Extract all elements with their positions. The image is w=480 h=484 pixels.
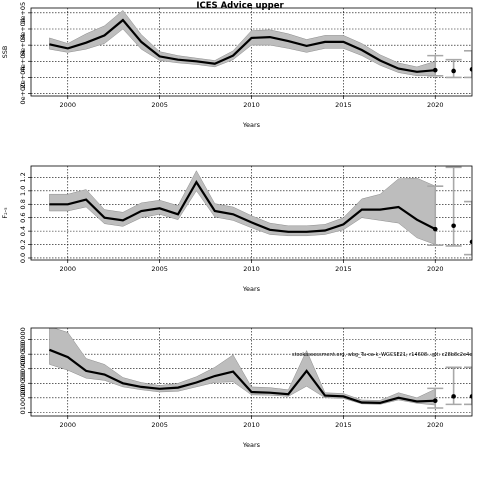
panel-2-ytick-label-0: 0 <box>19 410 27 414</box>
panel-0-xtick-label-2020: 2020 <box>427 101 444 109</box>
panel-0-xtick-label-2000: 2000 <box>59 101 76 109</box>
panel-2-forecast-point-1 <box>451 394 456 399</box>
panel-1-xlabel: Years <box>242 285 261 293</box>
panel-0-xtick-label-2010: 2010 <box>243 101 260 109</box>
panel-2-estimate-line <box>48 348 436 405</box>
panel-2-xtick-label-2020: 2020 <box>427 421 444 429</box>
panel-0-ytick-label-1: 2e+04 <box>19 66 27 88</box>
panel-2-annotation: stockassessment.org, wbg_Tu-ca-k_WGCSE21… <box>292 352 472 358</box>
panel-1-xtick-label-2020: 2020 <box>427 265 444 273</box>
panel-1-xtick-label-2000: 2000 <box>59 265 76 273</box>
panel-0-ytick-label-2: 4e+04 <box>19 50 27 72</box>
panel-1-xtick-label-2005: 2005 <box>151 265 168 273</box>
panel-1-ytick-label-6: 1.2 <box>19 172 27 182</box>
panel-2-ytick-label-4: 400000 <box>19 342 27 367</box>
panel-0-ytick-label-3: 6e+04 <box>19 34 27 56</box>
panel-2-ytick-label-1: 100000 <box>19 385 27 410</box>
panel-2-forecast-point-2 <box>469 394 472 399</box>
panel-1-confidence-band <box>49 170 436 245</box>
panel-1-ytick-label-4: 0.8 <box>19 199 27 209</box>
panel-0-confidence-band <box>49 10 436 76</box>
panel-2-xtick-label-2005: 2005 <box>151 421 168 429</box>
panel-2-xtick-label-2010: 2010 <box>243 421 260 429</box>
panel-1-ytick-label-1: 0.2 <box>19 239 27 249</box>
panel-0-xtick-label-2005: 2005 <box>151 101 168 109</box>
panel-2-confidence-band <box>49 328 436 406</box>
panel-1-ytick-label-0: 0.0 <box>19 253 27 263</box>
panel-0-ytick-label-4: 8e+04 <box>19 18 27 40</box>
panel-2-ytick-label-3: 300000 <box>19 356 27 381</box>
panel-0-ytick-label-5: 1e+05 <box>19 2 27 24</box>
panel-1-xtick-label-2015: 2015 <box>335 265 352 273</box>
panel-1-plot-area <box>31 166 472 260</box>
panel-2-xlabel: Years <box>242 441 261 449</box>
panel-0-ytick-label-0: 0e+00 <box>19 83 27 105</box>
chart-title: ICES Advice upper <box>196 1 284 11</box>
panel-2-forecast-point-0 <box>432 398 438 404</box>
panel-2-ytick-label-5: 500000 <box>19 327 27 352</box>
panel-2-plot-area: stockassessment.org, wbg_Tu-ca-k_WGCSE21… <box>31 328 472 416</box>
panel-0-forecast-point-2 <box>469 67 472 72</box>
panel-1-ytick-label-2: 0.4 <box>19 226 27 236</box>
panel-0-xtick-label-2015: 2015 <box>335 101 352 109</box>
panel-0-ylabel: SSB <box>1 46 9 59</box>
panel-1-ylabel: F₂-₅ <box>1 207 9 219</box>
panel-1-estimate-line <box>49 179 436 233</box>
panel-1-forecast-point-1 <box>451 223 456 229</box>
panel-1-forecast-point-2 <box>469 239 472 245</box>
panel-2-xtick-label-2015: 2015 <box>335 421 352 429</box>
panel-1-ytick-label-3: 0.6 <box>19 213 27 223</box>
panel-2-ytick-label-2: 200000 <box>19 371 27 396</box>
panel-2-xtick-label-2000: 2000 <box>59 421 76 429</box>
panel-1-xtick-label-2010: 2010 <box>243 265 260 273</box>
panel-1-ytick-label-5: 1.0 <box>19 186 27 196</box>
panel-0-forecast-point-1 <box>451 68 456 74</box>
panel-1-forecast-point-0 <box>432 226 438 232</box>
panel-0-forecast-point-0 <box>432 67 438 73</box>
panel-0-estimate-line <box>49 18 436 73</box>
panel-0-plot-area <box>31 8 472 96</box>
panel-0-xlabel: Years <box>242 121 261 129</box>
